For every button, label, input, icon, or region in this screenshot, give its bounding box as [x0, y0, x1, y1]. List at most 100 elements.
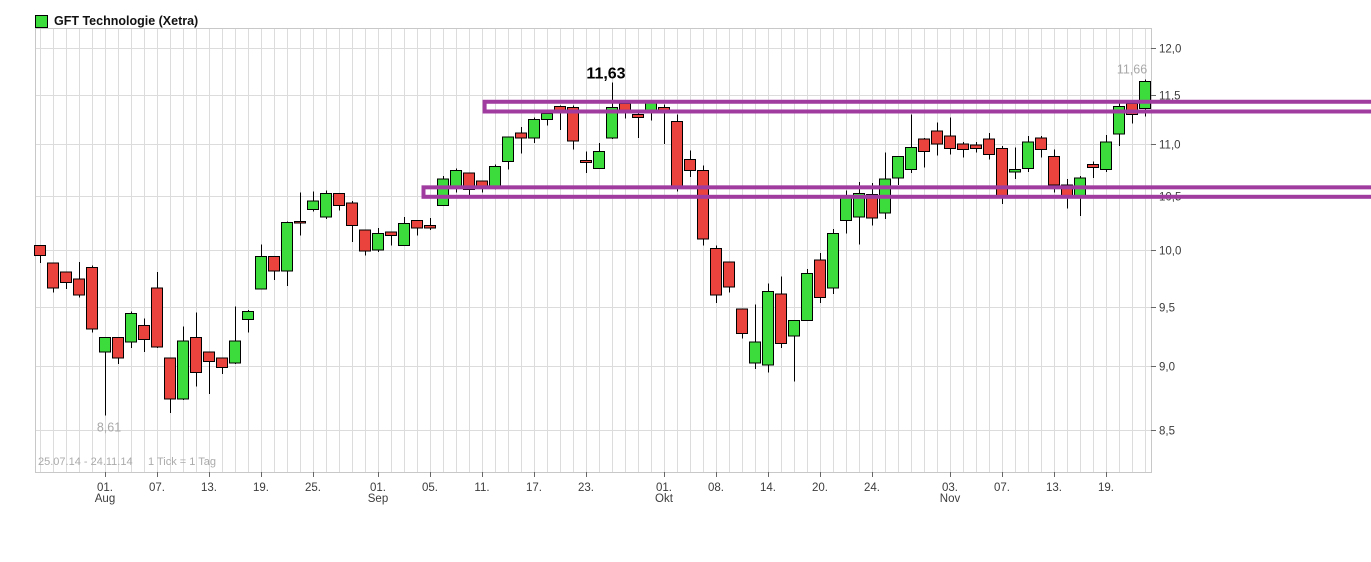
candle[interactable] — [983, 133, 995, 160]
candle[interactable] — [86, 265, 98, 333]
candle[interactable] — [775, 276, 787, 349]
candle-body-down — [164, 357, 176, 400]
candle[interactable] — [47, 262, 59, 293]
candle[interactable] — [1100, 135, 1112, 172]
x-axis-label: 07. — [149, 482, 165, 494]
candle[interactable] — [632, 112, 644, 139]
candle[interactable] — [541, 111, 553, 126]
candle-body-down — [983, 138, 995, 155]
candle[interactable] — [216, 357, 228, 374]
candle[interactable] — [411, 219, 423, 236]
candle[interactable] — [853, 182, 865, 245]
candle[interactable] — [528, 117, 540, 144]
candle[interactable] — [814, 253, 826, 304]
candle[interactable] — [229, 306, 241, 365]
x-axis-label: 19. — [1098, 482, 1114, 494]
candle-body-down — [567, 107, 579, 142]
candle[interactable] — [372, 227, 384, 252]
candle[interactable] — [1087, 161, 1099, 178]
candle[interactable] — [385, 231, 397, 246]
x-axis-label: 03. — [942, 482, 958, 494]
candle[interactable] — [307, 191, 319, 212]
candle[interactable] — [99, 336, 111, 416]
candle[interactable] — [346, 201, 358, 243]
candle-body-up — [177, 340, 189, 400]
support-zone-lower[interactable] — [421, 185, 1371, 199]
candle[interactable] — [398, 217, 410, 246]
candle[interactable] — [671, 114, 683, 192]
candle[interactable] — [320, 190, 332, 220]
candle[interactable] — [827, 228, 839, 294]
candle[interactable] — [697, 165, 709, 246]
x-axis-label: 08. — [708, 482, 724, 494]
candle[interactable] — [866, 183, 878, 226]
candle-body-up — [749, 341, 761, 364]
candle-body-down — [944, 135, 956, 149]
candle[interactable] — [749, 304, 761, 369]
candle[interactable] — [710, 245, 722, 304]
candle[interactable] — [112, 336, 124, 365]
candle-body-down — [385, 231, 397, 236]
candle[interactable] — [1035, 136, 1047, 158]
candle[interactable] — [437, 175, 449, 206]
candle[interactable] — [788, 320, 800, 382]
candle[interactable] — [970, 142, 982, 153]
candle[interactable] — [60, 271, 72, 290]
candle-body-up — [307, 200, 319, 211]
candle[interactable] — [424, 218, 436, 231]
candle-body-down — [723, 261, 735, 288]
candle[interactable] — [463, 172, 475, 196]
candle[interactable] — [1022, 136, 1034, 172]
candle[interactable] — [684, 150, 696, 177]
candle-body-down — [580, 159, 592, 163]
candle[interactable] — [151, 272, 163, 349]
candle[interactable] — [138, 318, 150, 352]
last-price-label: 11,66 — [1117, 63, 1147, 77]
candle[interactable] — [1113, 101, 1125, 147]
candle[interactable] — [164, 357, 176, 413]
candle[interactable] — [736, 308, 748, 339]
candle[interactable] — [944, 117, 956, 155]
candle-body-up — [255, 255, 267, 290]
candle[interactable] — [359, 229, 371, 256]
candle[interactable] — [905, 114, 917, 173]
candle[interactable] — [762, 283, 774, 373]
candle[interactable] — [554, 105, 566, 131]
candle[interactable] — [580, 151, 592, 173]
candle[interactable] — [502, 136, 514, 170]
candle[interactable] — [957, 142, 969, 158]
candle[interactable] — [34, 244, 46, 264]
candle-body-down — [775, 293, 787, 344]
candle[interactable] — [268, 255, 280, 281]
y-axis-label: 8,5 — [1159, 426, 1175, 438]
candle-body-down — [957, 143, 969, 150]
candle[interactable] — [73, 262, 85, 298]
candle[interactable] — [1061, 178, 1073, 209]
candle[interactable] — [918, 138, 930, 168]
candle[interactable] — [333, 193, 345, 211]
candle[interactable] — [515, 127, 527, 154]
candle[interactable] — [892, 155, 904, 186]
candle[interactable] — [931, 122, 943, 156]
candle[interactable] — [593, 143, 605, 170]
candle[interactable] — [801, 268, 813, 322]
candle[interactable] — [125, 311, 137, 349]
x-axis-label: 25. — [305, 482, 321, 494]
candle[interactable] — [281, 221, 293, 286]
candle-body-down — [47, 262, 59, 289]
candle[interactable] — [203, 351, 215, 394]
candle[interactable] — [177, 326, 189, 401]
candle-body-up — [827, 232, 839, 289]
resistance-zone-upper[interactable] — [482, 99, 1371, 114]
candle[interactable] — [294, 192, 306, 236]
candle[interactable] — [190, 312, 202, 387]
chart-title: GFT Technologie (Xetra) — [54, 14, 199, 28]
x-axis-label: 01. — [370, 482, 386, 494]
candle[interactable] — [723, 261, 735, 293]
candle-body-up — [1139, 81, 1151, 110]
candle[interactable] — [1009, 147, 1021, 179]
candle[interactable] — [242, 310, 254, 333]
candle[interactable] — [255, 244, 267, 290]
candle-body-down — [736, 308, 748, 335]
